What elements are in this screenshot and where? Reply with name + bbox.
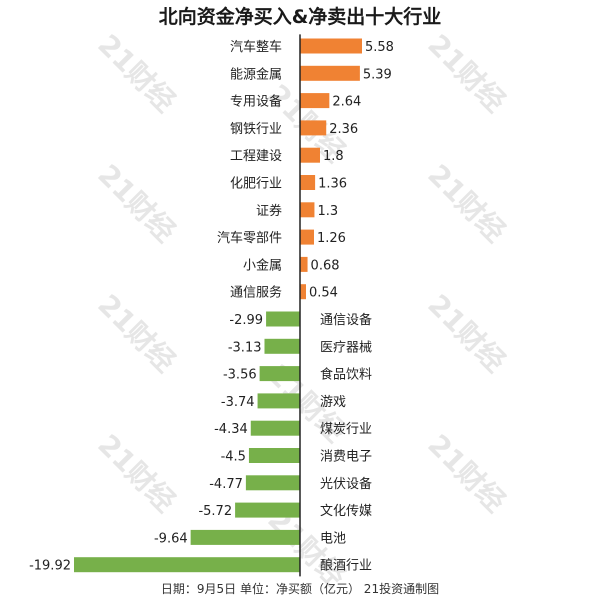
watermark: 21财经 [421, 428, 511, 518]
category-label: 工程建设 [230, 149, 282, 164]
labels-layer: 汽车整车 5.58 能源金属 5.39 专用设备 2.64 钢铁行业 2.36 工程建设 1.8 化… [29, 39, 394, 574]
value-label: 1.26 [317, 231, 346, 246]
category-label: 通信设备 [320, 312, 372, 328]
bar-小金属 [300, 256, 308, 272]
bar-消费电子 [248, 448, 300, 463]
bar-工程建设 [300, 147, 320, 163]
bar-化肥行业 [300, 175, 316, 190]
bar-电池 [190, 529, 300, 545]
value-label: 2.64 [332, 95, 361, 110]
category-label: 汽车零部件 [217, 230, 282, 246]
footer-note: 日期：9月5日 单位：净买额（亿元） 21投资通制图 [160, 582, 440, 596]
category-label: 电池 [320, 531, 346, 546]
value-label: 1.8 [323, 149, 344, 164]
bar-通信设备 [266, 311, 300, 327]
bar-钢铁行业 [300, 120, 327, 136]
value-label: 5.39 [363, 67, 392, 82]
category-label: 光伏设备 [320, 476, 372, 492]
bar-煤炭行业 [250, 420, 300, 436]
watermark: 21财经 [421, 288, 511, 378]
bar-食品饮料 [259, 366, 300, 382]
watermark: 21财经 [421, 28, 511, 118]
value-label: -4.5 [221, 450, 246, 465]
value-label: -3.74 [221, 395, 255, 410]
watermark: 21财经 [421, 158, 511, 248]
bar-汽车整车 [300, 38, 362, 54]
category-label: 通信服务 [230, 285, 282, 301]
value-label: -9.64 [154, 531, 188, 546]
watermark: 21财经 [91, 288, 181, 378]
bar-证券 [300, 202, 315, 218]
value-label: 1.36 [318, 177, 347, 192]
chart-title: 北向资金净买入&净卖出十大行业 [158, 6, 442, 28]
watermark: 21财经 [91, 158, 181, 248]
bar-游戏 [257, 393, 300, 409]
bar-光伏设备 [245, 475, 300, 491]
bars-layer [74, 38, 362, 573]
category-label: 医疗器械 [320, 340, 372, 355]
value-label: -4.77 [209, 477, 243, 492]
value-label: 0.54 [309, 286, 338, 301]
category-label: 证券 [256, 203, 282, 219]
category-label: 能源金属 [230, 66, 282, 82]
category-label: 小金属 [243, 257, 282, 273]
category-label: 游戏 [320, 395, 346, 410]
value-label: -3.56 [223, 368, 257, 383]
watermark: 21财经 [91, 428, 181, 518]
category-label: 酿酒行业 [320, 558, 372, 574]
bar-酿酒行业 [74, 557, 300, 573]
value-label: -3.13 [228, 340, 262, 355]
value-label: 1.3 [317, 204, 338, 219]
bar-医疗器械 [264, 338, 300, 354]
category-label: 消费电子 [320, 450, 372, 465]
category-label: 专用设备 [230, 94, 282, 110]
category-label: 钢铁行业 [230, 122, 282, 137]
value-label: 2.36 [329, 122, 358, 137]
bar-汽车零部件 [300, 229, 314, 245]
category-label: 化肥行业 [230, 177, 282, 192]
category-label: 文化传媒 [320, 504, 372, 519]
value-label: -4.34 [214, 422, 248, 437]
value-label: -19.92 [29, 559, 71, 574]
bar-专用设备 [300, 93, 330, 109]
category-label: 汽车整车 [230, 39, 282, 55]
bar-文化传媒 [235, 502, 300, 518]
value-label: 5.58 [365, 40, 394, 55]
category-label: 煤炭行业 [320, 422, 372, 437]
watermark: 21财经 [91, 28, 181, 118]
category-label: 食品饮料 [320, 367, 372, 383]
bar-通信服务 [300, 284, 306, 300]
value-label: 0.68 [311, 258, 340, 273]
value-label: -5.72 [198, 504, 232, 519]
bar-能源金属 [300, 65, 360, 81]
value-label: -2.99 [229, 313, 263, 328]
